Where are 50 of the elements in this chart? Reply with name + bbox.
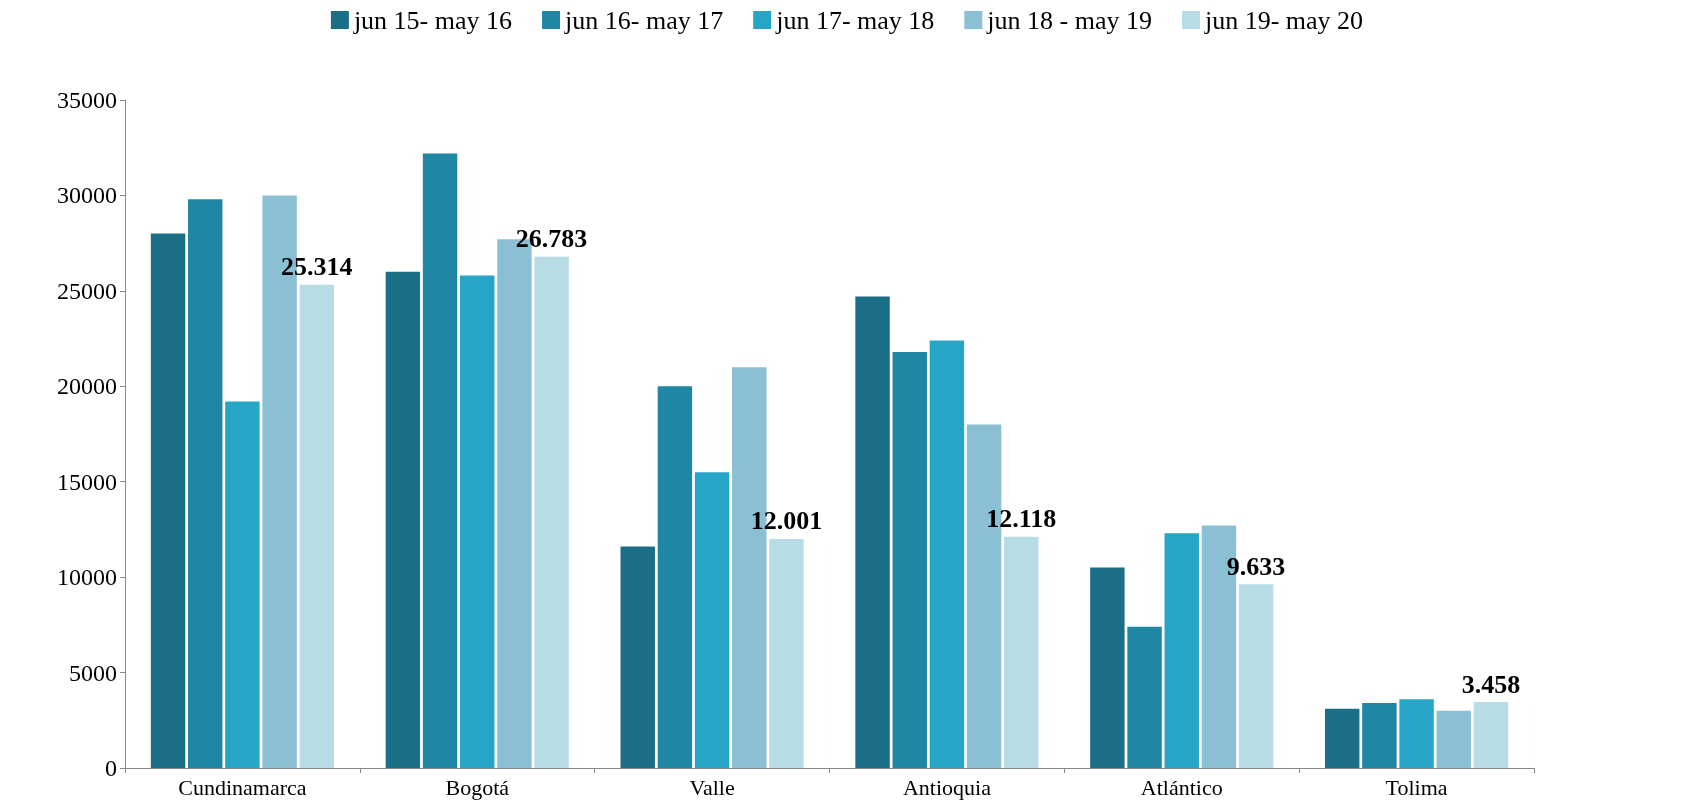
bar bbox=[1399, 699, 1434, 768]
y-tick-label: 10000 bbox=[57, 564, 117, 591]
bar bbox=[534, 256, 569, 768]
legend-label: jun 17- may 18 bbox=[775, 5, 935, 35]
y-tick-label: 25000 bbox=[57, 277, 117, 304]
bar bbox=[299, 284, 334, 768]
bar bbox=[225, 401, 260, 768]
x-tick-label: Antioquia bbox=[902, 774, 992, 800]
legend-label: jun 18 - may 19 bbox=[986, 5, 1152, 35]
x-tick-label: Valle bbox=[689, 774, 735, 800]
bar bbox=[1436, 710, 1471, 768]
bar bbox=[1127, 626, 1162, 768]
data-label: 3.458 bbox=[1461, 669, 1521, 699]
y-tick-label: 0 bbox=[105, 755, 117, 781]
bar bbox=[929, 340, 965, 768]
data-label: 12.001 bbox=[750, 506, 823, 536]
bar bbox=[1090, 567, 1125, 768]
data-label: 25.314 bbox=[281, 252, 353, 282]
y-tick-label: 30000 bbox=[57, 182, 117, 209]
legend-label: jun 16- may 17 bbox=[564, 5, 724, 35]
y-tick-label: 15000 bbox=[57, 468, 117, 495]
bar bbox=[1004, 536, 1039, 768]
y-tick-label: 5000 bbox=[69, 659, 117, 686]
data-label: 26.783 bbox=[515, 224, 588, 254]
data-label: 9.633 bbox=[1226, 551, 1286, 581]
bar bbox=[1164, 533, 1199, 768]
bar bbox=[460, 275, 495, 768]
legend-label: jun 19- may 20 bbox=[1203, 5, 1364, 35]
bar bbox=[1473, 702, 1509, 768]
data-label: 12.118 bbox=[986, 504, 1057, 534]
x-tick-label: Tolima bbox=[1385, 774, 1448, 800]
x-tick-label: Cundinamarca bbox=[178, 774, 307, 800]
bar bbox=[1325, 708, 1360, 768]
y-tick-label: 35000 bbox=[57, 87, 117, 113]
bar bbox=[620, 546, 655, 768]
y-tick-label: 20000 bbox=[57, 373, 117, 400]
x-tick-label: Atlántico bbox=[1140, 774, 1223, 800]
bar bbox=[188, 199, 223, 768]
bar bbox=[1362, 703, 1397, 768]
bar bbox=[769, 538, 804, 768]
bar bbox=[150, 233, 186, 768]
bar bbox=[422, 153, 458, 768]
bar bbox=[892, 351, 927, 768]
bar bbox=[385, 271, 421, 768]
legend-label: jun 15- may 16 bbox=[352, 5, 513, 35]
bar bbox=[657, 386, 693, 768]
bar bbox=[1238, 584, 1274, 768]
bar bbox=[855, 296, 890, 768]
x-tick-label: Bogotá bbox=[445, 774, 510, 800]
bar bbox=[694, 472, 730, 768]
